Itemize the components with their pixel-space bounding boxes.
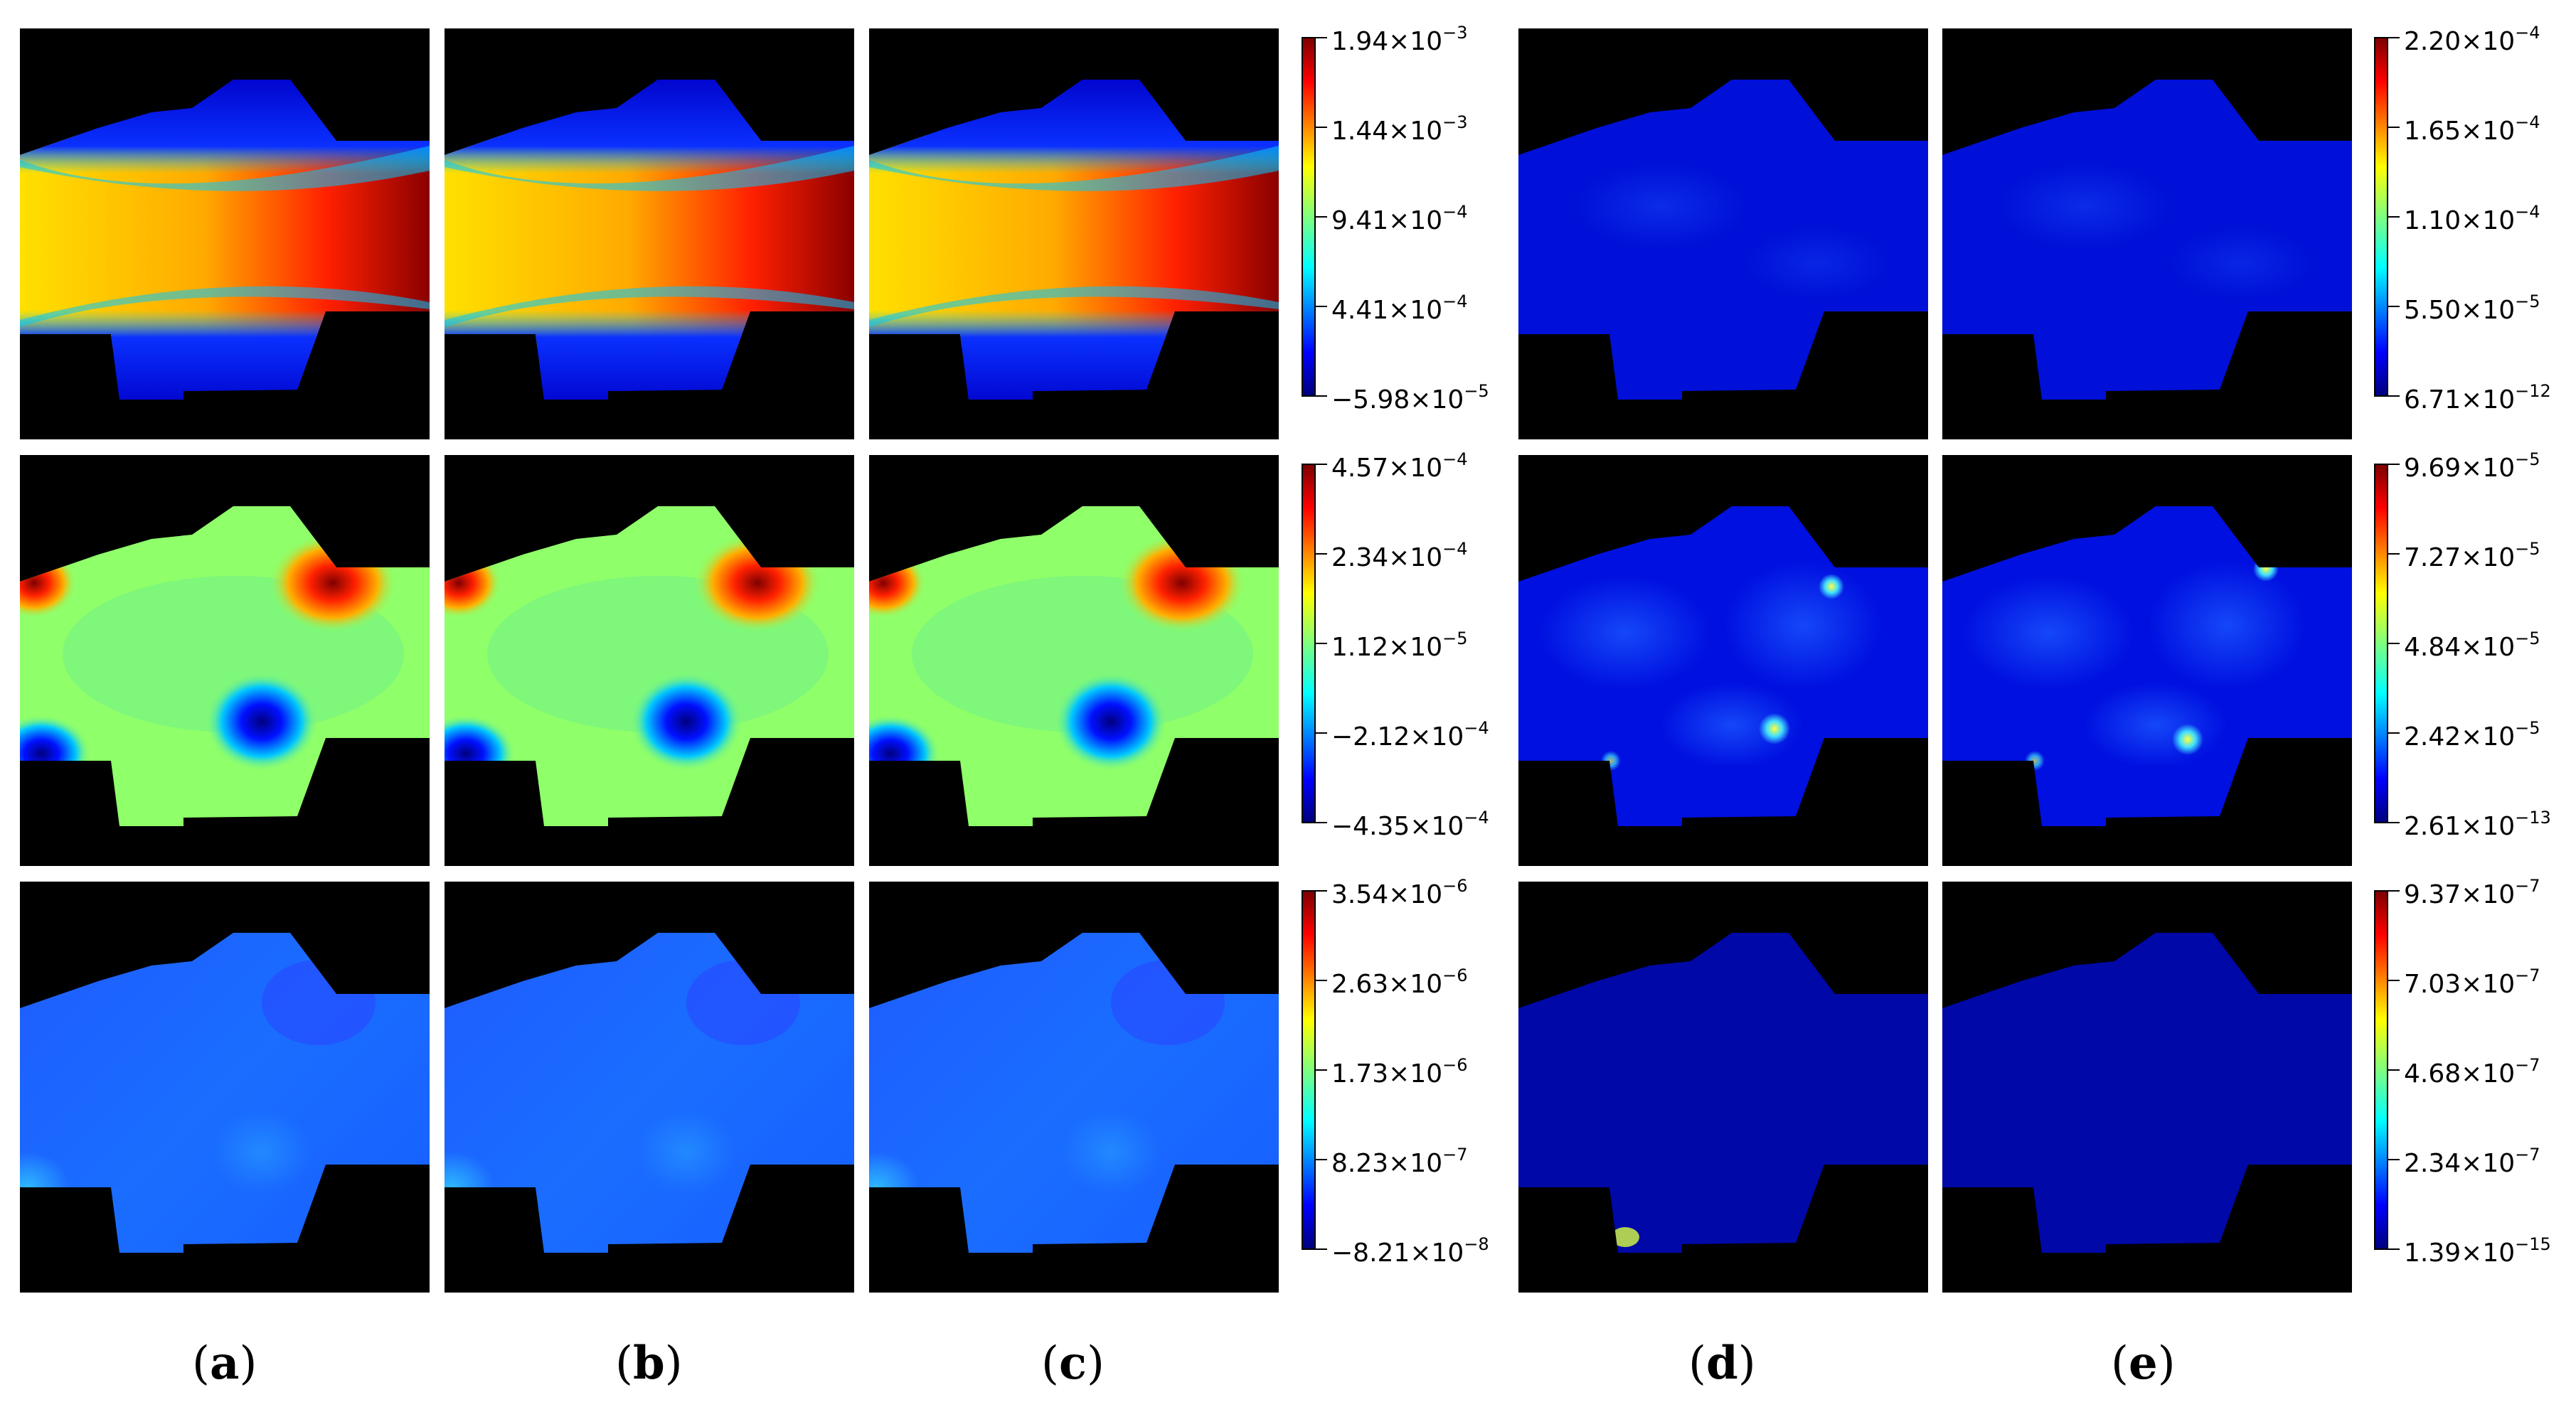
panel-d-row2	[1518, 455, 1928, 866]
colorbar-tick-label: 1.12×10−5	[1331, 629, 1468, 662]
colorbar-tick-label: 3.54×10−6	[1331, 876, 1468, 909]
colorbar-tick-label: 9.37×10−7	[2404, 876, 2540, 909]
colorbar-tick-label: 1.73×10−6	[1331, 1055, 1468, 1089]
panel-b-row1	[445, 28, 854, 439]
colorbar-2	[1302, 464, 1316, 823]
colorbar-tick-label: −5.98×10−5	[1331, 381, 1489, 414]
panel-c-row2	[869, 455, 1279, 866]
panel-d-row1	[1518, 28, 1928, 439]
colorbar-tick	[1316, 643, 1327, 644]
colorbar-tick	[1316, 464, 1327, 465]
colorbar-tick-label: 1.39×10−15	[2404, 1234, 2551, 1268]
colorbar-tick	[1316, 553, 1327, 555]
colorbar-tick-label: 6.71×10−12	[2404, 381, 2551, 414]
colorbar-tick	[1316, 216, 1327, 218]
caption-c: (c)	[1041, 1337, 1105, 1390]
colorbar-tick	[1316, 890, 1327, 892]
colorbar-tick	[2388, 37, 2400, 38]
panel-e-row3	[1942, 882, 2352, 1293]
colorbar-tick	[2388, 1069, 2400, 1071]
colorbar-tick-label: 7.27×10−5	[2404, 539, 2540, 572]
colorbar-tick	[1316, 1248, 1327, 1250]
colorbar-tick-label: 2.42×10−5	[2404, 718, 2540, 752]
panel-a-row1	[20, 28, 430, 439]
colorbar-tick	[2388, 643, 2400, 644]
colorbar-tick	[2388, 395, 2400, 397]
panel-c-row3	[869, 882, 1279, 1293]
colorbar-tick-label: 1.44×10−3	[1331, 112, 1468, 146]
panel-e-row2	[1942, 455, 2352, 866]
colorbar-tick	[2388, 890, 2400, 892]
colorbar-tick	[2388, 732, 2400, 734]
colorbar-tick-label: 7.03×10−7	[2404, 966, 2540, 999]
colorbar-5	[2374, 464, 2388, 823]
colorbar-tick	[2388, 1248, 2400, 1250]
colorbar-tick-label: 4.84×10−5	[2404, 629, 2540, 662]
colorbar-1	[1302, 37, 1316, 397]
colorbar-tick	[1316, 1069, 1327, 1071]
colorbar-tick-label: 4.57×10−4	[1331, 449, 1468, 483]
colorbar-tick	[2388, 980, 2400, 981]
colorbar-tick-label: −2.12×10−4	[1331, 718, 1489, 752]
colorbar-tick-label: 5.50×10−5	[2404, 292, 2540, 325]
colorbar-3	[1302, 890, 1316, 1250]
panel-a-row2	[20, 455, 430, 866]
colorbar-tick	[1316, 980, 1327, 981]
colorbar-tick-label: 9.69×10−5	[2404, 449, 2540, 483]
colorbar-tick-label: 4.68×10−7	[2404, 1055, 2540, 1089]
colorbar-tick	[1316, 37, 1327, 38]
colorbar-tick-label: 8.23×10−7	[1331, 1145, 1468, 1178]
colorbar-tick	[1316, 822, 1327, 823]
panel-d-row3	[1518, 882, 1928, 1293]
colorbar-tick	[1316, 306, 1327, 307]
panel-e-row1	[1942, 28, 2352, 439]
caption-b: (b)	[615, 1337, 683, 1390]
colorbar-tick-label: −4.35×10−4	[1331, 808, 1489, 841]
colorbar-tick	[1316, 127, 1327, 128]
colorbar-tick	[2388, 306, 2400, 307]
colorbar-tick	[2388, 553, 2400, 555]
colorbar-tick-label: −8.21×10−8	[1331, 1234, 1489, 1268]
colorbar-tick	[2388, 216, 2400, 218]
colorbar-tick-label: 4.41×10−4	[1331, 292, 1468, 325]
colorbar-tick-label: 2.34×10−7	[2404, 1145, 2540, 1178]
colorbar-tick	[1316, 732, 1327, 734]
colorbar-tick	[1316, 1159, 1327, 1160]
colorbar-tick-label: 2.61×10−13	[2404, 808, 2551, 841]
colorbar-tick	[2388, 822, 2400, 823]
colorbar-tick-label: 2.34×10−4	[1331, 539, 1468, 572]
colorbar-4	[2374, 37, 2388, 397]
panel-c-row1	[869, 28, 1279, 439]
caption-d: (d)	[1688, 1337, 1756, 1390]
colorbar-tick	[2388, 464, 2400, 465]
panel-a-row3	[20, 882, 430, 1293]
colorbar-tick-label: 2.63×10−6	[1331, 966, 1468, 999]
colorbar-tick	[2388, 1159, 2400, 1160]
colorbar-tick-label: 9.41×10−4	[1331, 202, 1468, 235]
colorbar-tick	[1316, 395, 1327, 397]
panel-b-row2	[445, 455, 854, 866]
colorbar-tick-label: 1.65×10−4	[2404, 112, 2540, 146]
colorbar-6	[2374, 890, 2388, 1250]
colorbar-tick-label: 1.94×10−3	[1331, 23, 1468, 56]
colorbar-tick-label: 1.10×10−4	[2404, 202, 2540, 235]
caption-a: (a)	[192, 1337, 257, 1390]
panel-b-row3	[445, 882, 854, 1293]
caption-e: (e)	[2111, 1337, 2176, 1390]
colorbar-tick	[2388, 127, 2400, 128]
colorbar-tick-label: 2.20×10−4	[2404, 23, 2540, 56]
